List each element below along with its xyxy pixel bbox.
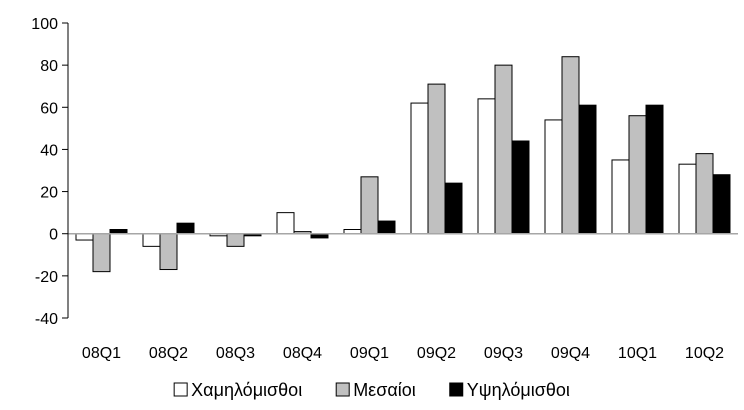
x-tick-label: 10Q2 bbox=[685, 345, 724, 362]
legend-label-1: Μεσαίοι bbox=[353, 380, 416, 400]
bar-09Q2-series-2 bbox=[444, 182, 463, 235]
bar-10Q1-series-0 bbox=[611, 159, 630, 235]
x-tick-label: 08Q2 bbox=[149, 345, 188, 362]
bar-10Q1-series-2 bbox=[645, 104, 664, 235]
bar-09Q3-series-2 bbox=[511, 140, 530, 235]
bar-09Q1-series-1 bbox=[360, 176, 379, 235]
legend-label-0: Χαμηλόμισθοι bbox=[191, 380, 302, 400]
y-tick-label: 0 bbox=[49, 227, 58, 244]
axes-group: -40 -20 0 20 40 60 80 100 08Q1 08Q2 08Q3 08Q4 09Q1 09… bbox=[31, 16, 738, 362]
bar-10Q1-series-1 bbox=[628, 115, 647, 235]
x-tick-label: 09Q2 bbox=[417, 345, 456, 362]
y-tick-label: 20 bbox=[40, 185, 58, 202]
legend-swatch-1 bbox=[335, 382, 350, 397]
bar-08Q2-series-1 bbox=[159, 233, 178, 271]
bar-08Q1-series-0 bbox=[75, 233, 94, 241]
legend-label-2: Υψηλόμισθοι bbox=[467, 380, 570, 400]
bar-09Q1-series-2 bbox=[377, 220, 396, 235]
y-tick-label: 60 bbox=[40, 100, 58, 117]
bar-09Q4-series-0 bbox=[544, 119, 563, 235]
bar-10Q2-series-2 bbox=[712, 174, 731, 235]
bar-10Q2-series-0 bbox=[678, 163, 697, 235]
legend-swatch-2 bbox=[449, 382, 464, 397]
bar-09Q3-series-0 bbox=[477, 98, 496, 235]
x-tick-label: 08Q4 bbox=[283, 345, 322, 362]
bar-09Q4-series-2 bbox=[578, 104, 597, 235]
bars-group bbox=[75, 56, 731, 273]
bar-10Q2-series-1 bbox=[695, 153, 714, 235]
y-tick-label: 100 bbox=[31, 16, 58, 33]
bar-09Q4-series-1 bbox=[561, 56, 580, 235]
bar-09Q3-series-1 bbox=[494, 64, 513, 235]
legend-swatch-0 bbox=[173, 382, 188, 397]
x-tick-label: 10Q1 bbox=[618, 345, 657, 362]
x-tick-label: 09Q3 bbox=[484, 345, 523, 362]
x-tick-label: 08Q1 bbox=[82, 345, 121, 362]
y-tick-label: 40 bbox=[40, 142, 58, 159]
bar-08Q2-series-0 bbox=[142, 233, 161, 247]
bar-09Q2-series-0 bbox=[410, 102, 429, 235]
legend: Χαμηλόμισθοι Μεσαίοι Υψηλόμισθοι bbox=[173, 380, 570, 400]
y-tick-label: -20 bbox=[35, 269, 58, 286]
bar-09Q2-series-1 bbox=[427, 83, 446, 235]
y-tick-label: -40 bbox=[35, 311, 58, 328]
bar-08Q4-series-0 bbox=[276, 212, 295, 235]
x-tick-label: 09Q4 bbox=[551, 345, 590, 362]
x-tick-label: 08Q3 bbox=[216, 345, 255, 362]
bar-08Q1-series-1 bbox=[92, 233, 111, 273]
y-tick-label: 80 bbox=[40, 58, 58, 75]
x-tick-label: 09Q1 bbox=[350, 345, 389, 362]
bar-08Q2-series-2 bbox=[176, 222, 195, 235]
bar-08Q3-series-1 bbox=[226, 233, 245, 247]
